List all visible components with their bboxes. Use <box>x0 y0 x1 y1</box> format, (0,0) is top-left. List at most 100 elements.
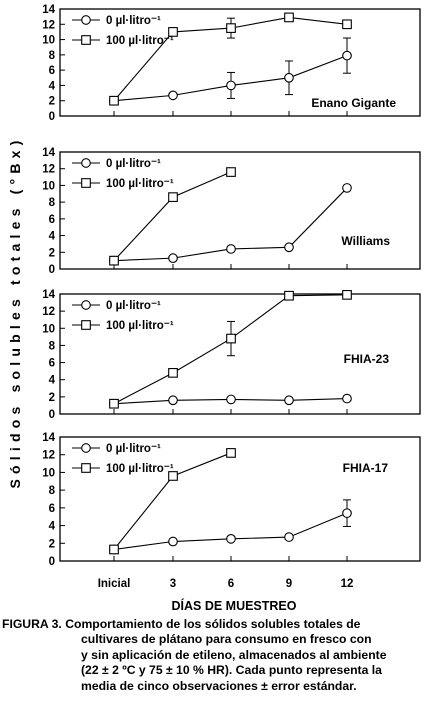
legend-label: 100 µl·litro⁻¹ <box>106 320 174 332</box>
x-tick-label: 6 <box>228 578 234 590</box>
y-tick-label: 4 <box>49 231 56 243</box>
y-axis-label: Sólidos solubles totales (°Bx) <box>7 136 23 489</box>
panel-1: 0 2 4 6 8 10 12 14 0 µl·litro⁻¹ 100 µl·litro⁻¹ Ena… <box>42 4 421 123</box>
y-tick-label: 12 <box>42 450 55 462</box>
y-tick-label: 2 <box>49 96 55 108</box>
y-tick-label: 14 <box>42 147 55 159</box>
caption-line: (22 ± 2 ºC y 75 ± 10 % HR). Cada punto r… <box>81 663 382 678</box>
data-point-circle <box>168 90 178 101</box>
data-point-square <box>284 290 294 301</box>
legend: 0 µl·litro⁻¹ 100 µl·litro⁻¹ <box>72 15 174 47</box>
data-point-circle <box>284 532 294 542</box>
series-line <box>113 512 348 551</box>
y-tick-label: 4 <box>49 80 56 92</box>
legend-marker-circle <box>81 300 91 310</box>
data-point-circle <box>284 395 294 406</box>
y-tick-label: 0 <box>49 264 55 276</box>
x-tick-label: 9 <box>286 578 292 590</box>
data-point-square <box>342 290 352 300</box>
data-point-square <box>109 544 119 555</box>
legend-marker-circle <box>81 15 91 25</box>
legend-marker-circle <box>81 443 91 453</box>
y-tick-label: 4 <box>49 375 56 387</box>
legend-marker-square <box>81 320 91 330</box>
x-tick-labels: Inicial 3 6 9 12 <box>98 578 354 590</box>
data-point-circle <box>284 72 294 83</box>
data-point-circle <box>226 534 236 544</box>
y-tick-label: 10 <box>42 467 55 479</box>
panel-label: FHIA-17 <box>343 461 389 475</box>
legend: 0 µl·litro⁻¹ 100 µl·litro⁻¹ <box>72 158 174 190</box>
y-tick-label: 12 <box>42 306 55 318</box>
data-point-square <box>168 368 178 378</box>
caption-line: media de cinco observaciones ± error est… <box>81 678 357 693</box>
legend-label: 100 µl·litro⁻¹ <box>106 35 174 47</box>
legend-label: 0 µl·litro⁻¹ <box>106 300 161 312</box>
y-tick-label: 14 <box>42 4 55 16</box>
y-tick-label: 8 <box>49 197 56 209</box>
y-tick-label: 0 <box>49 556 55 568</box>
panel-label: Williams <box>341 234 390 248</box>
y-tick-label: 10 <box>42 35 55 47</box>
y-tick-label: 12 <box>42 19 55 31</box>
panel-2: 0 2 4 6 8 10 12 14 0 µl·litro⁻¹ 100 µl·litro⁻¹ Wil… <box>42 147 421 276</box>
data-point-circle <box>342 393 352 404</box>
legend: 0 µl·litro⁻¹ 100 µl·litro⁻¹ <box>72 300 174 332</box>
x-tick-label: 12 <box>341 578 354 590</box>
x-tick-label: 3 <box>170 578 176 590</box>
legend-label: 100 µl·litro⁻¹ <box>106 178 174 190</box>
data-point-square <box>226 23 236 33</box>
data-point-circle <box>168 395 178 406</box>
y-tick-label: 0 <box>49 409 55 421</box>
y-tick-label: 14 <box>42 432 55 444</box>
y-tick-label: 8 <box>49 340 56 352</box>
y-tick-label: 2 <box>49 392 55 404</box>
y-tick-label: 10 <box>42 180 55 192</box>
y-tick-label: 8 <box>49 50 56 62</box>
data-point-circle <box>342 508 352 519</box>
y-tick-label: 6 <box>49 503 55 515</box>
data-point-square <box>226 448 236 458</box>
data-point-square <box>168 471 178 481</box>
caption-lead: FIGURA 3. Comportamiento de los sólidos … <box>2 617 361 631</box>
data-point-circle <box>226 80 236 91</box>
y-tick-label: 2 <box>49 538 55 550</box>
legend-marker-circle <box>81 158 91 168</box>
data-point-circle <box>284 242 294 253</box>
legend-label: 0 µl·litro⁻¹ <box>106 443 161 455</box>
data-point-circle <box>226 244 236 254</box>
y-tick-label: 10 <box>42 323 55 335</box>
plot-frame <box>59 293 421 415</box>
y-tick-label: 6 <box>49 65 55 77</box>
y-tick-label: 12 <box>42 164 55 176</box>
y-tick-label: 0 <box>49 111 55 123</box>
data-point-square <box>226 333 236 344</box>
data-point-circle <box>168 536 178 547</box>
plot-frame <box>59 436 421 562</box>
data-point-square <box>109 95 119 106</box>
data-point-square <box>109 398 119 409</box>
data-point-circle <box>226 394 236 405</box>
data-point-square <box>109 255 119 266</box>
data-point-square <box>284 12 294 23</box>
panel-3: 0 2 4 6 8 10 12 14 0 µl·litro⁻¹ 100 µl·litro⁻¹ FHI… <box>42 289 421 421</box>
data-point-square <box>168 192 178 202</box>
legend: 0 µl·litro⁻¹ 100 µl·litro⁻¹ <box>72 443 174 475</box>
data-point-circle <box>342 183 352 193</box>
data-point-circle <box>168 253 178 263</box>
y-tick-label: 14 <box>42 289 55 301</box>
plot-frame <box>59 151 421 270</box>
data-point-circle <box>342 50 352 61</box>
data-point-square <box>168 27 178 37</box>
legend-marker-square <box>81 35 91 45</box>
data-point-square <box>342 19 352 30</box>
panel-label: FHIA-23 <box>344 352 390 366</box>
caption-line: cultivares de plátano para consumo en fr… <box>81 632 372 647</box>
data-point-square <box>226 167 236 177</box>
y-tick-label: 6 <box>49 358 55 370</box>
y-tick-label: 2 <box>49 247 55 259</box>
plot-frame <box>59 8 421 117</box>
x-axis-label: DÍAS DE MUESTREO <box>171 598 296 613</box>
